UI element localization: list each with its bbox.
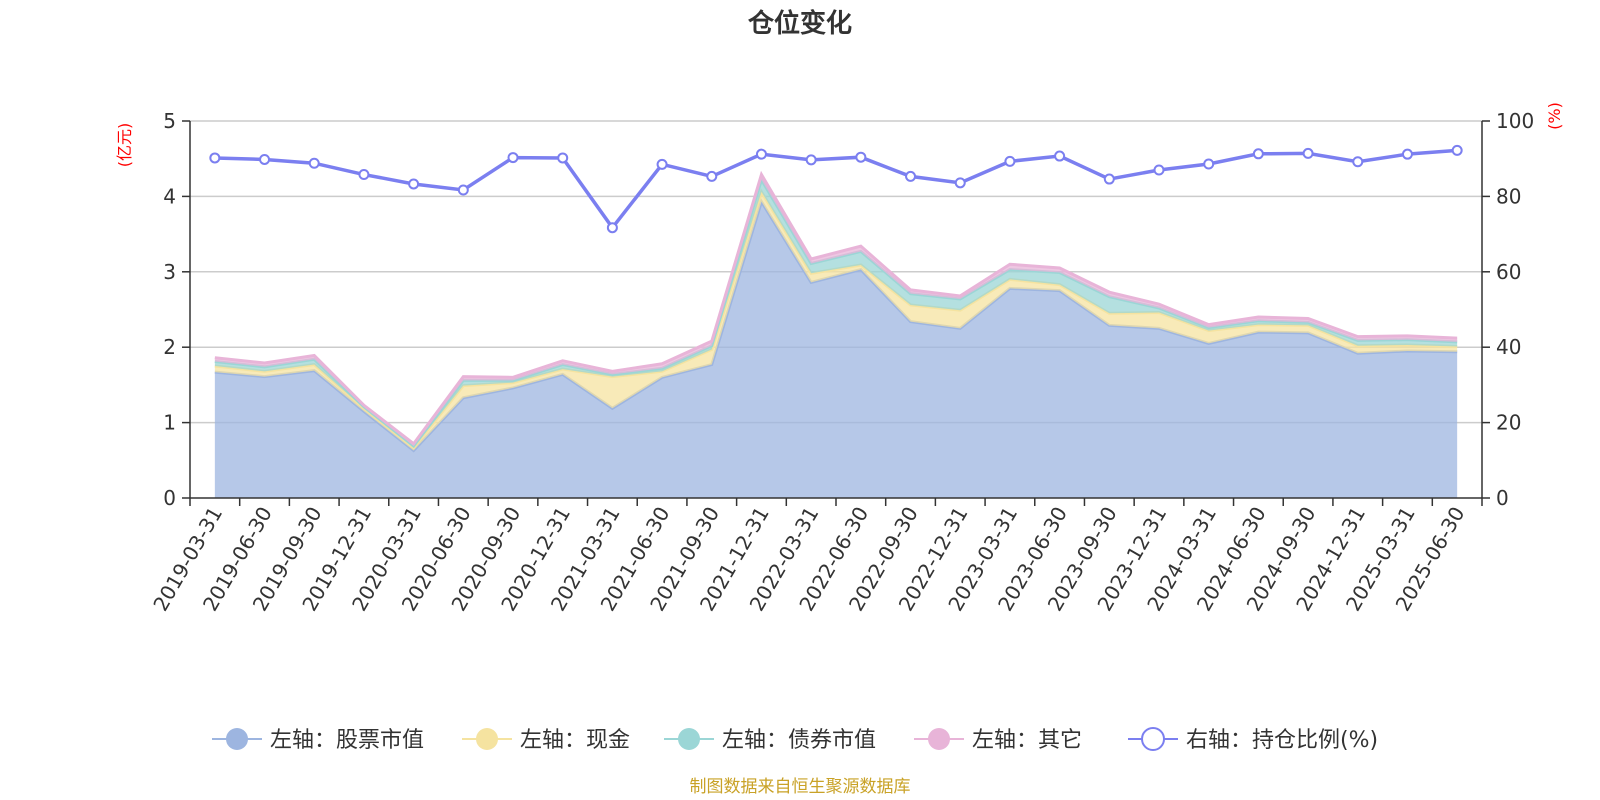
legend-item[interactable]: 左轴：债券市值	[664, 728, 876, 753]
ratio-point	[1252, 148, 1264, 160]
legend-item[interactable]: 左轴：现金	[462, 728, 630, 753]
left-tick-label: 2	[163, 335, 176, 359]
ratio-point	[308, 157, 320, 169]
legend-label: 左轴：债券市值	[722, 728, 876, 753]
ratio-point	[507, 152, 519, 164]
right-tick-label: 60	[1496, 260, 1521, 284]
legend-item[interactable]: 左轴：其它	[914, 728, 1082, 753]
legend[interactable]: 左轴：股票市值 左轴：现金 左轴：债券市值 左轴：其它 右轴：持仓比例(%)	[212, 727, 1378, 753]
right-tick-label: 0	[1496, 486, 1509, 510]
ratio-point	[259, 153, 271, 165]
right-axis-ticks: 0 20 40 60 80 100	[1482, 109, 1534, 510]
legend-item[interactable]: 右轴：持仓比例(%)	[1128, 727, 1378, 753]
ratio-line-series	[209, 144, 1463, 234]
left-tick-label: 5	[163, 109, 176, 133]
x-axis-ticks: 2019-03-312019-06-302019-09-302019-12-31…	[148, 498, 1483, 615]
ratio-point	[606, 222, 618, 234]
legend-label: 右轴：持仓比例(%)	[1186, 728, 1378, 753]
ratio-line	[214, 148, 1458, 231]
legend-label: 左轴：其它	[972, 728, 1082, 753]
area-stock	[214, 201, 1458, 499]
ratio-point	[855, 151, 867, 163]
source-note: 制图数据来自恒生聚源数据库	[690, 777, 911, 797]
legend-marker	[226, 728, 248, 750]
left-tick-label: 3	[163, 260, 176, 284]
right-tick-label: 40	[1496, 335, 1521, 359]
ratio-point	[1352, 156, 1364, 168]
legend-item[interactable]: 左轴：股票市值	[212, 728, 424, 753]
ratio-point	[905, 170, 917, 182]
right-tick-label: 20	[1496, 411, 1521, 435]
left-tick-label: 4	[163, 184, 176, 208]
legend-marker	[1141, 727, 1165, 751]
ratio-point	[656, 158, 668, 170]
legend-label: 左轴：股票市值	[270, 728, 424, 753]
ratio-point	[1103, 173, 1115, 185]
ratio-point	[1054, 150, 1066, 162]
ratio-point	[1302, 147, 1314, 159]
ratio-point	[954, 177, 966, 189]
legend-marker	[928, 728, 950, 750]
legend-label: 左轴：现金	[520, 728, 630, 753]
ratio-point	[1153, 164, 1165, 176]
right-tick-label: 80	[1496, 184, 1521, 208]
right-axis-unit: (%)	[1545, 102, 1564, 130]
left-tick-label: 0	[163, 486, 176, 510]
ratio-point	[408, 178, 420, 190]
ratio-point	[209, 152, 221, 164]
chart-title: 仓位变化	[747, 8, 852, 39]
ratio-point	[706, 170, 718, 182]
ratio-point	[1401, 148, 1413, 160]
left-axis-unit: (亿元)	[115, 123, 134, 168]
left-axis-ticks: 0 1 2 3 4 5	[163, 109, 190, 510]
ratio-point	[457, 184, 469, 196]
left-tick-label: 1	[163, 411, 176, 435]
legend-marker	[678, 728, 700, 750]
ratio-point	[755, 148, 767, 160]
area-line-other	[214, 170, 1458, 446]
legend-marker	[476, 728, 498, 750]
ratio-point	[557, 152, 569, 164]
ratio-point	[1451, 144, 1463, 156]
right-tick-label: 100	[1496, 109, 1534, 133]
ratio-point	[1004, 155, 1016, 167]
ratio-point	[358, 169, 370, 181]
ratio-point	[1203, 158, 1215, 170]
ratio-point	[805, 154, 817, 166]
area-series	[214, 170, 1458, 499]
